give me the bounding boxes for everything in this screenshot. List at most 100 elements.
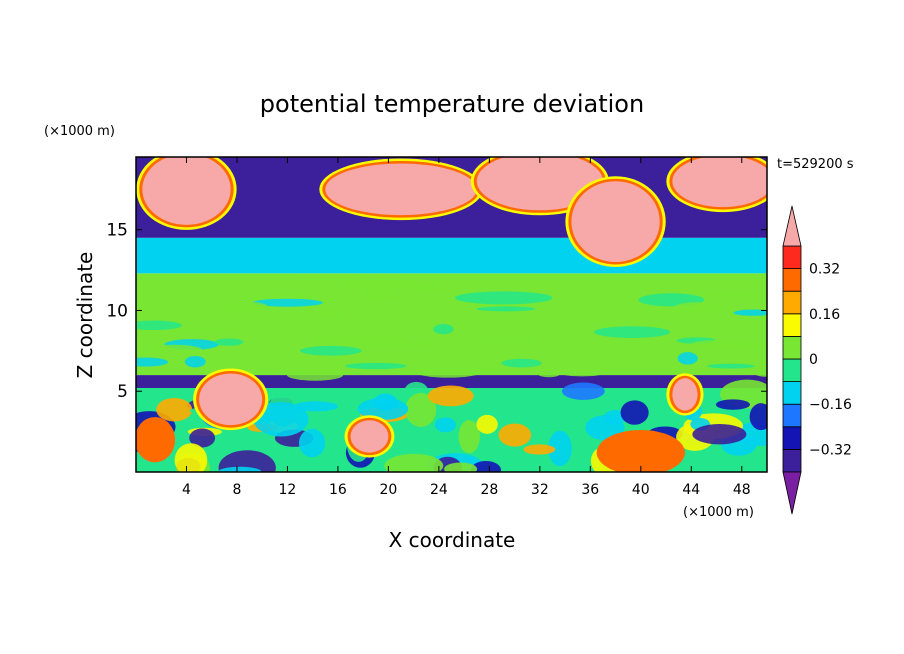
blob-4 (672, 157, 767, 208)
field-streak (361, 289, 395, 302)
field-streak (501, 358, 542, 368)
field-streak (290, 277, 359, 283)
x-tick-label: 48 (733, 482, 751, 498)
field-streak (342, 278, 418, 291)
field-patch (384, 453, 444, 472)
colorbar-label: 0.16 (809, 307, 840, 323)
colorbar-label: −0.32 (809, 442, 852, 458)
blob-2 (476, 157, 603, 211)
colorbar-label: −0.16 (809, 397, 852, 413)
field-patch (476, 414, 498, 434)
x-tick-label: 16 (329, 482, 347, 498)
field-patch (715, 399, 750, 410)
field-patch (458, 420, 480, 454)
x-tick-label: 40 (632, 482, 650, 498)
blob-6 (350, 420, 389, 453)
time-label: t=529200 s (777, 157, 854, 172)
blob-5 (199, 373, 263, 426)
field-streak (538, 371, 560, 378)
contour-field (136, 157, 767, 472)
field-streak (412, 283, 441, 293)
colorbar-segment (782, 268, 802, 292)
field-streak (455, 291, 553, 305)
field-patch (585, 415, 625, 441)
field-patch (373, 393, 398, 412)
field-patch (174, 443, 208, 472)
field-patch (189, 428, 216, 448)
field-streak (353, 339, 439, 349)
field-streak (673, 302, 723, 314)
field-patch (498, 423, 532, 447)
y-axis-label: Z coordinate (73, 252, 97, 379)
y-tick-label: 10 (106, 301, 128, 321)
x-axis: 4 8 12 16 20 24 28 32 36 40 44 48 (182, 157, 751, 498)
x-tick-label: 4 (182, 482, 191, 498)
field-patch (749, 403, 767, 431)
field-patch (692, 424, 747, 445)
colorbar-extend-low (782, 471, 802, 515)
field-streak (252, 298, 323, 307)
field-band-3 (136, 237, 767, 274)
y-tick-label: 15 (106, 221, 128, 241)
y-tick-label: 5 (117, 382, 128, 402)
field-streak (318, 308, 344, 319)
colorbar-segment (782, 448, 802, 473)
x-tick-label: 36 (581, 482, 599, 498)
colorbar-label: 0 (809, 352, 818, 368)
field-patch (620, 400, 649, 425)
colorbar-segment (782, 245, 802, 270)
field-patch (548, 430, 572, 467)
colorbar-label: 0.32 (809, 262, 840, 278)
field-streak (689, 339, 767, 350)
chart-title: potential temperature deviation (260, 90, 644, 118)
blob-1 (325, 163, 477, 216)
field-patch (434, 417, 456, 433)
colorbar-segment (782, 313, 802, 337)
colorbar-segment (782, 403, 802, 428)
colorbar-segment (782, 335, 802, 360)
blob-0 (142, 157, 231, 225)
field-streak (562, 371, 603, 377)
field-streak (224, 301, 269, 314)
field-streak (136, 357, 169, 367)
x-tick-label: 12 (279, 482, 297, 498)
colorbar-segment (782, 290, 802, 315)
field-streak (706, 363, 756, 369)
blob-7 (672, 378, 698, 411)
field-patch (444, 462, 478, 472)
field-streak (184, 355, 206, 368)
field-patch (561, 382, 605, 400)
y-axis-unit: (×1000 m) (44, 124, 115, 139)
field-streak (214, 338, 244, 346)
field-streak (594, 326, 671, 338)
y-axis: 5 10 15 (106, 221, 767, 402)
field-patch (218, 450, 276, 472)
field-patch (218, 466, 262, 472)
x-tick-label: 20 (379, 482, 397, 498)
field-streak (733, 309, 767, 316)
x-tick-label: 28 (480, 482, 498, 498)
blob-3 (571, 181, 660, 262)
field-streak (433, 324, 454, 335)
field-streak (698, 291, 767, 299)
field-patch (298, 428, 326, 458)
field-streak (476, 306, 536, 312)
field-streak (677, 352, 698, 365)
x-tick-label: 24 (430, 482, 448, 498)
field-patch (523, 444, 556, 455)
colorbar-segment (782, 426, 802, 450)
field-streak (415, 366, 481, 378)
field-streak (300, 345, 362, 356)
x-axis-unit: (×1000 m) (683, 505, 754, 520)
field-streak (287, 369, 344, 381)
blob-9 (596, 430, 685, 472)
field-patch (293, 401, 338, 412)
field-patch (253, 401, 309, 437)
field-streak (141, 344, 202, 355)
field-streak (240, 293, 316, 300)
colorbar-segment (782, 358, 802, 383)
field-patch (405, 392, 437, 427)
x-tick-label: 44 (682, 482, 700, 498)
field-band-2 (136, 273, 767, 376)
x-tick-label: 8 (232, 482, 241, 498)
